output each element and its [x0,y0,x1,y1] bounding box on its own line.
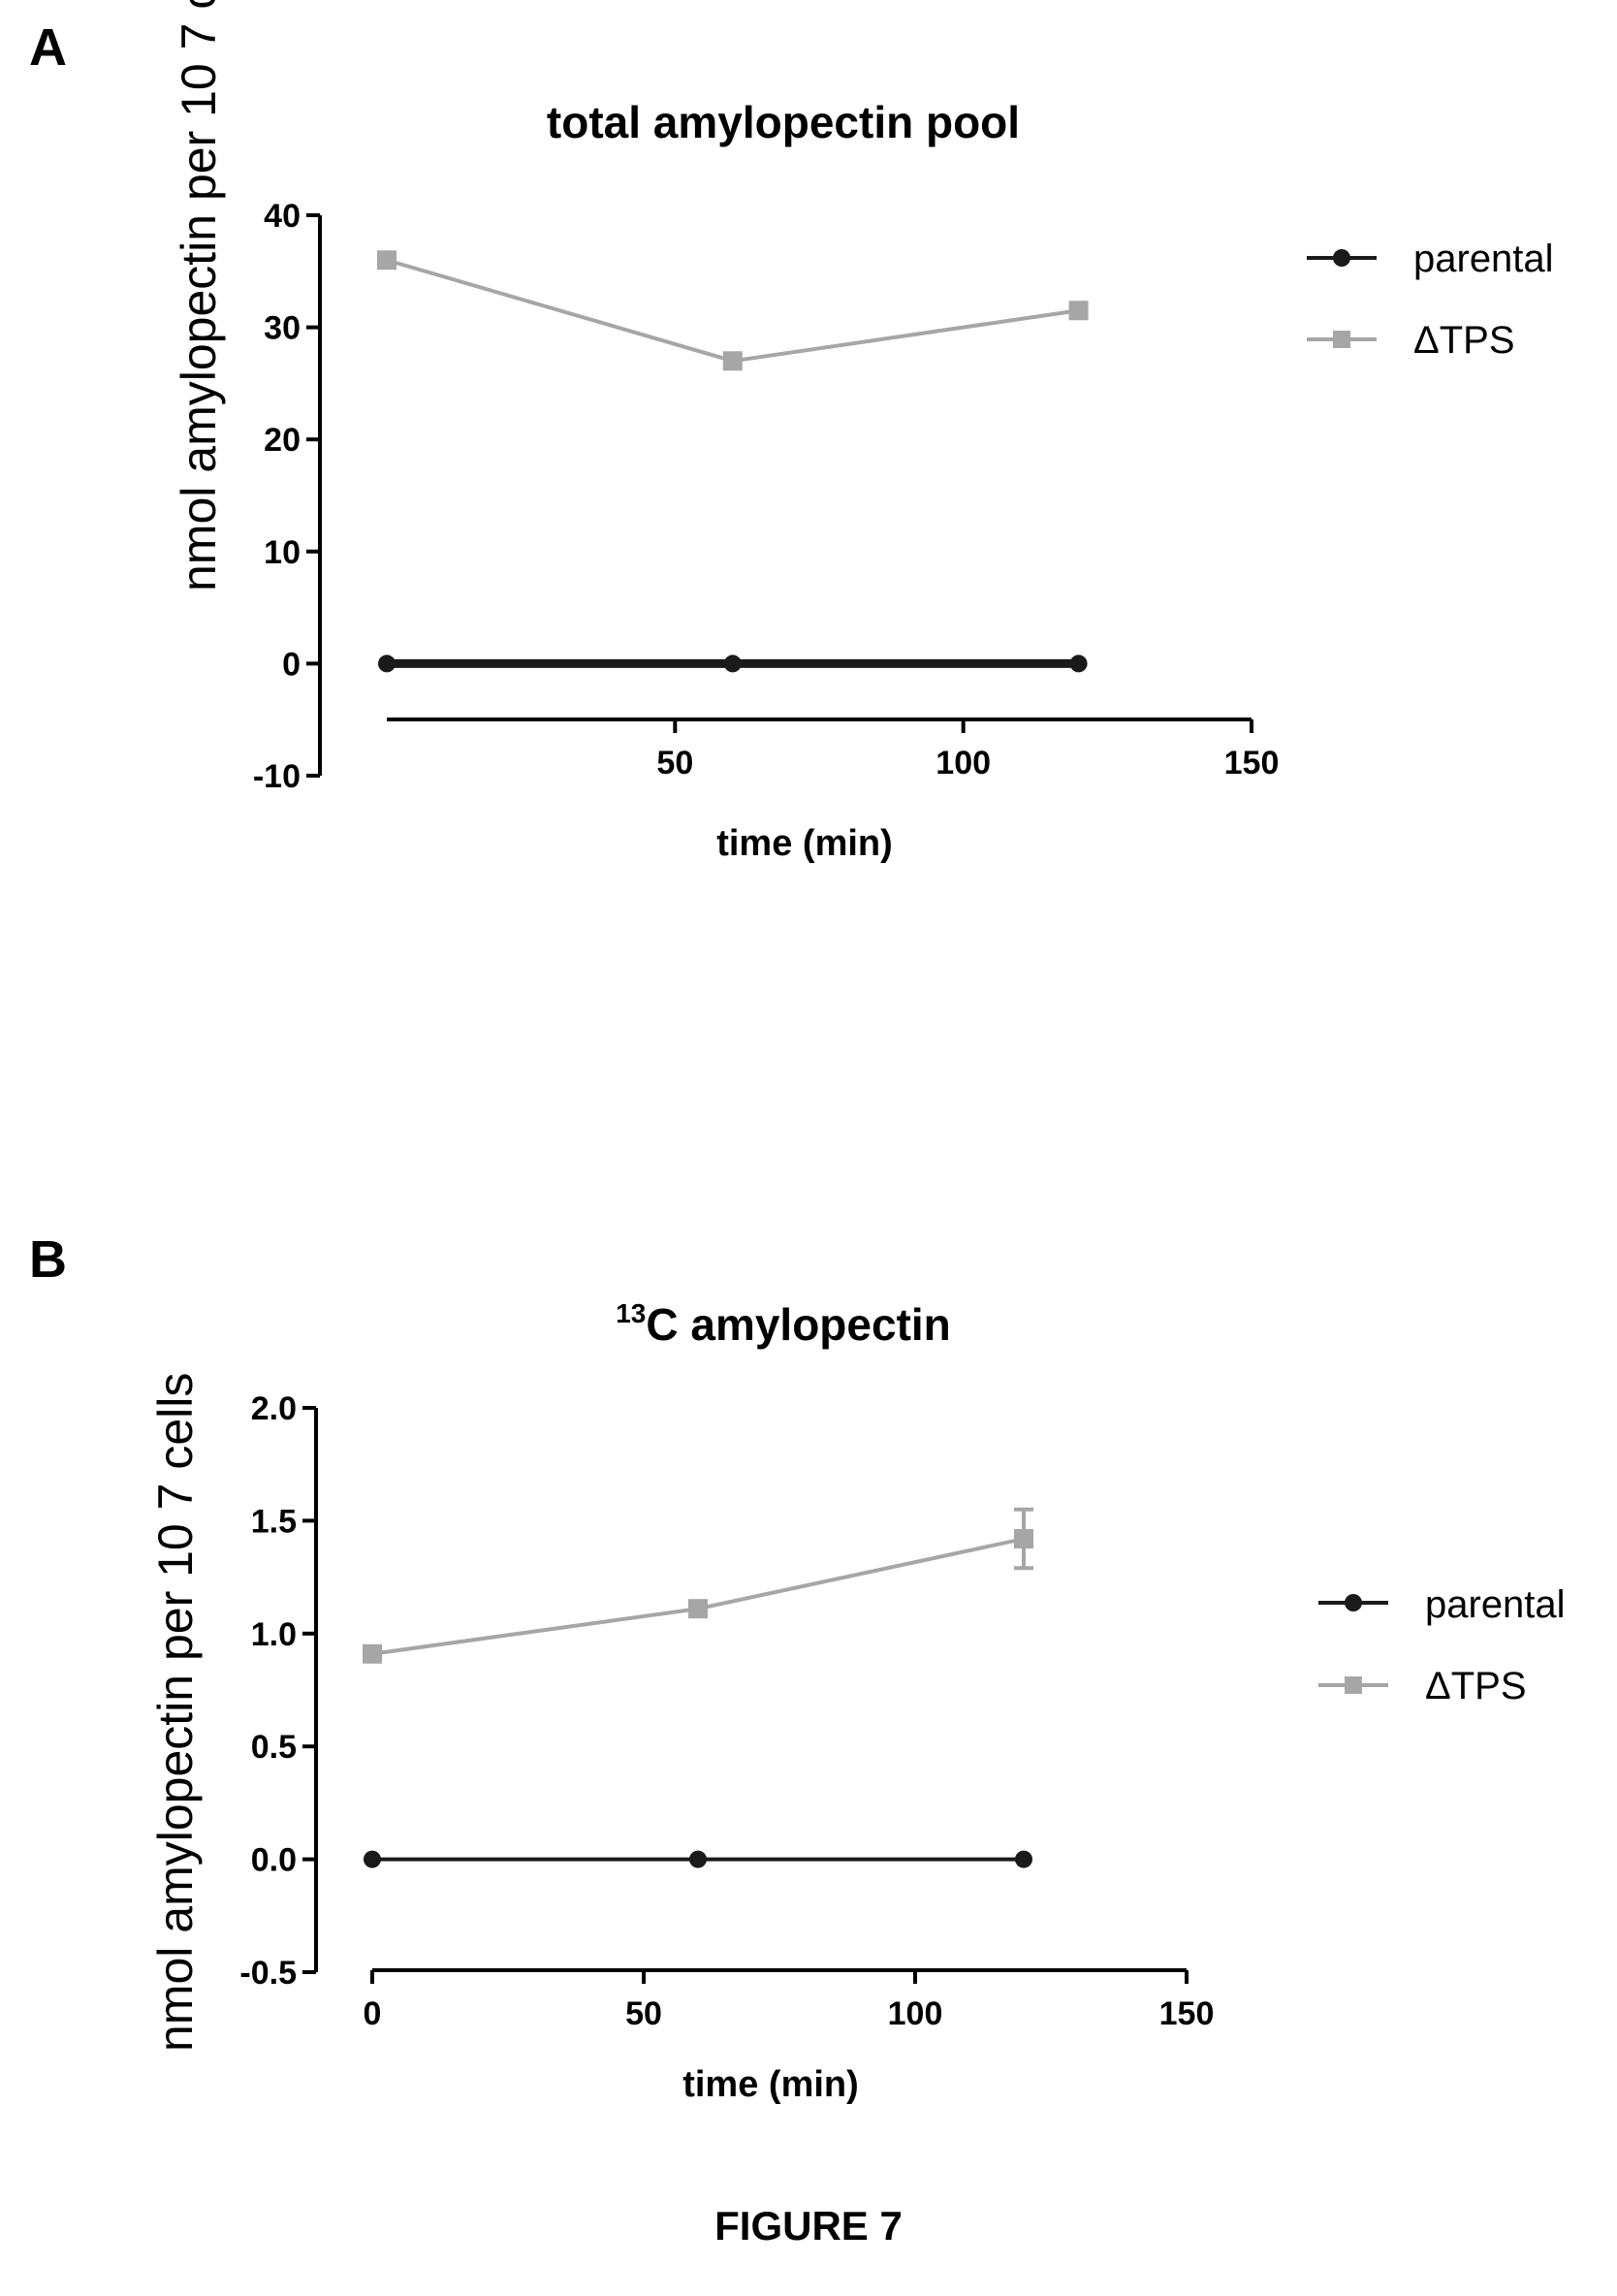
legend-a-dtps-marker [1333,331,1350,348]
chart-b-ytick-label: 0.0 [251,1842,297,1879]
chart-b-xtick-label: 50 [625,1995,662,2032]
chart-a: total amylopectin pool nmol amylopectin … [172,0,1554,864]
figure-caption: FIGURE 7 [714,2203,903,2248]
chart-b-series-parental-point [1015,1850,1032,1868]
panel-label-a: A [29,18,67,77]
chart-b-ytick-label: 0.5 [251,1729,297,1766]
chart-a-series-parental-point [378,654,396,673]
chart-b-series-dtps-point [688,1599,708,1619]
chart-b-ytick-label: 1.0 [251,1616,297,1653]
chart-a-series-dtps-point [1068,301,1089,321]
chart-b: 13C amylopectin nmol amylopectin per 10 … [148,1298,1566,2105]
chart-a-xtick-label: 100 [935,745,991,781]
chart-b-xtick-label: 100 [888,1995,943,2032]
chart-a-series-dtps-point [377,250,396,271]
chart-b-title: 13C amylopectin [616,1298,951,1350]
panel-label-b: B [29,1230,67,1289]
chart-b-ylabel: nmol amylopectin per 10 7 cells [148,1373,203,2052]
chart-a-legend: parental ΔTPS [1307,238,1554,362]
chart-a-xtick-label: 50 [656,745,693,781]
chart-b-legend: parental ΔTPS [1318,1583,1566,1707]
chart-a-ytick-label: -10 [253,758,301,795]
legend-b-parental-marker [1345,1594,1362,1611]
chart-b-xtick-label: 0 [364,1995,382,2032]
chart-b-series-dtps-point [363,1643,382,1664]
legend-b-dtps-marker [1345,1676,1362,1694]
chart-b-ytick-label: 1.5 [251,1503,297,1540]
chart-a-ytick-label: 30 [264,310,301,347]
chart-a-series-parental-point [1069,654,1088,673]
chart-b-ytick-label: 2.0 [251,1390,297,1427]
chart-a-xtick-label: 150 [1224,745,1280,781]
chart-a-series-dtps-point [722,351,743,371]
chart-a-ytick-label: 20 [264,422,301,459]
chart-b-xlabel: time (min) [682,2064,859,2105]
chart-a-xlabel: time (min) [716,823,893,864]
legend-a-dtps-label: ΔTPS [1413,319,1515,362]
chart-a-ytick-label: 0 [282,646,301,683]
chart-a-title: total amylopectin pool [547,97,1020,147]
legend-b-dtps-label: ΔTPS [1425,1665,1527,1707]
legend-b-parental-label: parental [1425,1583,1566,1626]
chart-b-series-dtps-point [1014,1529,1033,1549]
chart-a-ytick-label: 40 [264,198,301,235]
chart-a-ytick-label: 10 [264,534,301,571]
chart-b-series-dtps-line [371,1537,1025,1656]
chart-b-xtick-label: 150 [1159,1995,1215,2032]
chart-b-ytick-label: -0.5 [239,1955,297,1992]
chart-a-ylabel: nmol amylopectin per 10 7 cells [172,0,226,591]
chart-a-series-dtps-line [386,258,1079,364]
legend-a-parental-marker [1333,249,1350,267]
legend-a-parental-label: parental [1413,238,1554,280]
chart-b-series-parental-point [689,1850,707,1868]
chart-a-series-parental-point [723,654,742,673]
chart-b-series-parental-point [364,1850,381,1868]
